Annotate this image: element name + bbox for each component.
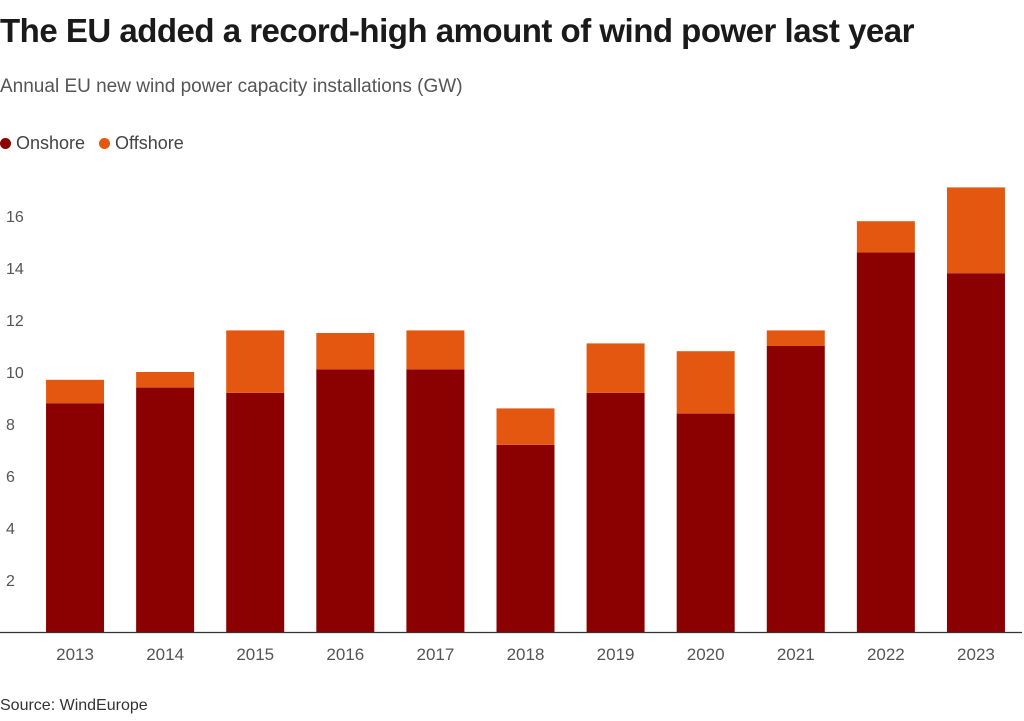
bar-onshore-2022 — [856, 252, 915, 632]
bar-onshore-2021 — [766, 346, 825, 632]
bar-offshore-2021 — [766, 330, 825, 346]
source-note: Source: WindEurope — [0, 697, 148, 714]
bar-onshore-2014 — [136, 387, 195, 632]
y-tick-label-6: 6 — [6, 469, 15, 486]
x-tick-label-2014: 2014 — [146, 645, 184, 664]
bar-onshore-2023 — [946, 273, 1005, 632]
bar-onshore-2019 — [586, 392, 645, 632]
y-tick-label-2: 2 — [6, 573, 15, 590]
bar-onshore-2018 — [496, 444, 555, 632]
x-tick-label-2022: 2022 — [867, 645, 905, 664]
y-tick-label-16: 16 — [6, 209, 24, 226]
bar-onshore-2016 — [316, 369, 375, 632]
bar-offshore-2022 — [856, 221, 915, 253]
x-tick-label-2019: 2019 — [597, 645, 635, 664]
legend-item-offshore: Offshore — [99, 133, 184, 154]
legend-item-onshore: Onshore — [0, 133, 85, 154]
y-tick-label-10: 10 — [6, 365, 24, 382]
legend-swatch-onshore — [0, 138, 11, 149]
legend: Onshore Offshore — [0, 133, 198, 154]
x-tick-label-2020: 2020 — [687, 645, 725, 664]
bar-offshore-2015 — [226, 330, 285, 393]
x-tick-label-2013: 2013 — [56, 645, 94, 664]
bar-onshore-2020 — [676, 413, 735, 632]
x-tick-label-2021: 2021 — [777, 645, 815, 664]
bar-chart: 2 4 6 8 10 12 14 16 2013 2014 2015 2016 2017 2018 2019… — [0, 187, 1022, 664]
bar-offshore-2014 — [136, 372, 195, 388]
bar-onshore-2015 — [226, 392, 285, 632]
bar-offshore-2019 — [586, 343, 645, 393]
x-tick-label-2023: 2023 — [957, 645, 995, 664]
legend-label-onshore: Onshore — [16, 133, 86, 153]
x-tick-label-2017: 2017 — [416, 645, 454, 664]
x-tick-label-2015: 2015 — [236, 645, 274, 664]
bar-offshore-2013 — [46, 379, 105, 404]
y-tick-label-14: 14 — [6, 261, 24, 278]
bar-offshore-2017 — [406, 330, 465, 370]
y-tick-label-8: 8 — [6, 417, 15, 434]
chart-subtitle: Annual EU new wind power capacity instal… — [0, 76, 463, 97]
x-tick-label-2018: 2018 — [507, 645, 545, 664]
legend-swatch-offshore — [99, 138, 111, 149]
bar-offshore-2018 — [496, 408, 555, 445]
bar-offshore-2023 — [946, 187, 1005, 274]
y-tick-label-12: 12 — [6, 313, 24, 330]
chart-title: The EU added a record-high amount of win… — [0, 12, 914, 49]
y-tick-label-4: 4 — [6, 521, 15, 538]
x-tick-label-2016: 2016 — [326, 645, 364, 664]
legend-label-offshore: Offshore — [115, 133, 184, 153]
bar-offshore-2020 — [676, 351, 735, 414]
bar-onshore-2013 — [46, 403, 105, 632]
bar-offshore-2016 — [316, 333, 375, 370]
bar-onshore-2017 — [406, 369, 465, 632]
